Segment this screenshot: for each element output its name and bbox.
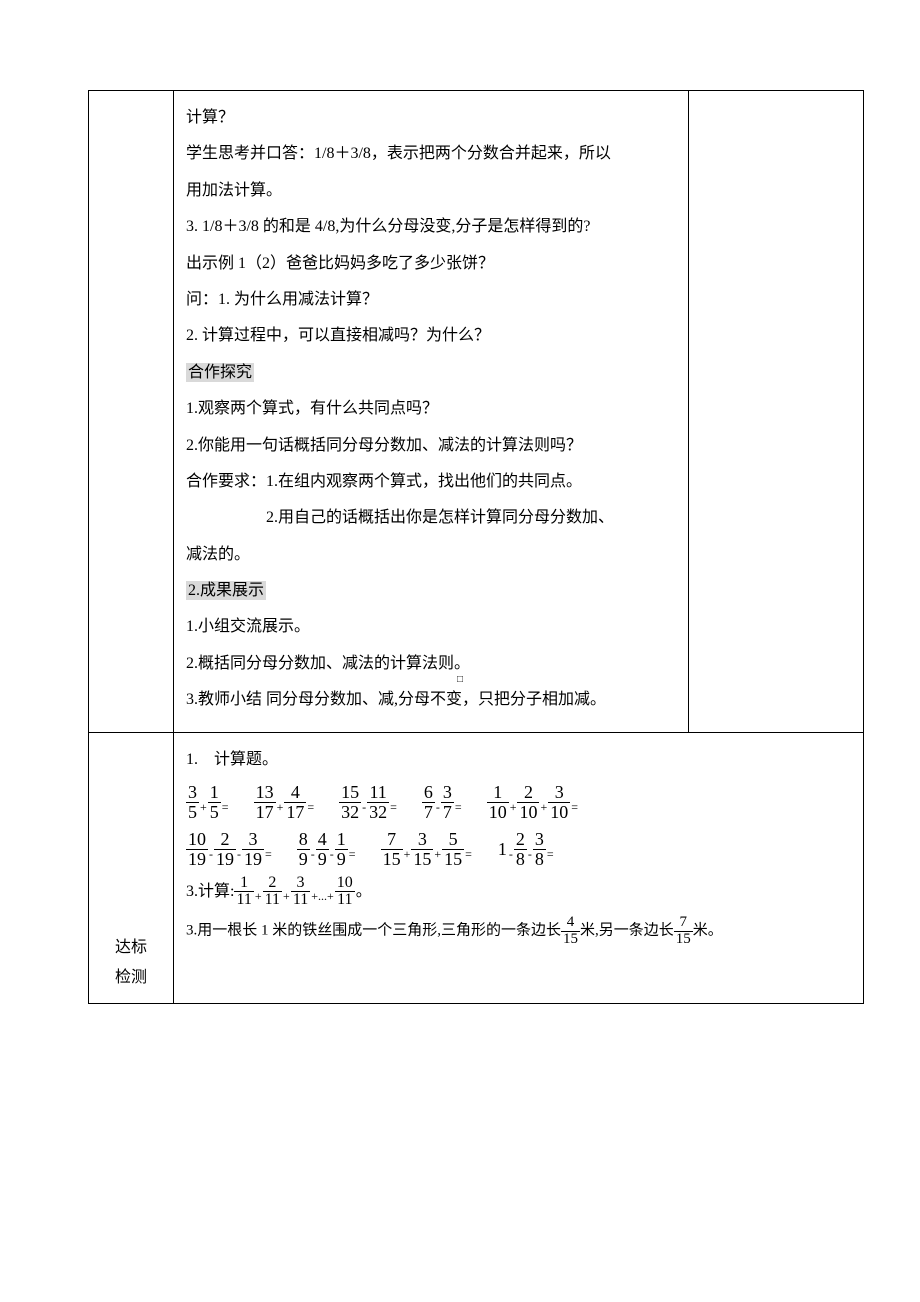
fraction: 19 [335, 830, 348, 869]
side-jiance: 检测 [101, 963, 161, 993]
fraction: 111 [234, 875, 253, 910]
operator: = [570, 800, 579, 814]
u-l16: 2.概括同分母分数加、减法的计算法则。 [186, 649, 676, 679]
fraction: 415 [561, 915, 580, 948]
lesson-table: 计算？ 学生思考并口答：1/8＋3/8，表示把两个分数合并起来，所以 用加法计算… [88, 90, 864, 1004]
expression: 1532-1132= [339, 783, 398, 822]
row2-left: 达标 检测 [89, 732, 174, 1004]
operator: + [282, 889, 291, 903]
fraction: 315 [411, 830, 433, 869]
q3b-mid: 米,另一条边长 [580, 923, 674, 939]
hl-chengguo: 2.成果展示 [186, 581, 266, 600]
fraction: 417 [284, 783, 306, 822]
expression: 35+15= [186, 783, 230, 822]
u-l13: 减法的。 [186, 540, 676, 570]
expression: 1019-219-319= [186, 830, 273, 869]
fraction: 89 [297, 830, 310, 869]
operator: = [389, 800, 398, 814]
u-l3: 用加法计算。 [186, 176, 676, 206]
fraction: 310 [548, 783, 570, 822]
fraction: 110 [487, 783, 509, 822]
q1-lead: 1. 计算题。 [186, 745, 851, 775]
fraction: 67 [422, 783, 435, 822]
q3b-post: 米。 [693, 923, 723, 939]
row1-right-empty [689, 91, 864, 733]
math-row-1: 35+15=1317+417=1532-1132=67-37=110+210+3… [186, 783, 851, 822]
row2-content: 1. 计算题。 35+15=1317+417=1532-1132=67-37=1… [174, 732, 864, 1004]
operator: = [264, 847, 273, 861]
fraction: 211 [263, 875, 282, 910]
side-dabiao: 达标 [101, 933, 161, 963]
fraction: 38 [533, 830, 546, 869]
operator: = [306, 800, 315, 814]
fraction: 37 [441, 783, 454, 822]
row1-mid: 计算？ 学生思考并口答：1/8＋3/8，表示把两个分数合并起来，所以 用加法计算… [174, 91, 689, 733]
operator: + [403, 847, 412, 861]
u-l6: 问：1. 为什么用减法计算？ [186, 285, 676, 315]
q3a-line: 3.计算:111+211+311+...+1011。 [186, 875, 851, 910]
operator: + [509, 800, 518, 814]
fraction: 210 [517, 783, 539, 822]
u-l7: 2. 计算过程中，可以直接相减吗？为什么？ [186, 321, 676, 351]
fraction: 715 [674, 915, 693, 948]
fraction: 311 [291, 875, 310, 910]
q3a-label: 3.计算: [186, 883, 234, 900]
operator: + [199, 800, 208, 814]
u-l8: 合作探究 [186, 358, 676, 388]
center-marker: □ [457, 670, 463, 689]
fraction: 319 [242, 830, 264, 869]
operator: 。 [355, 883, 373, 900]
u-l10: 2.你能用一句话概括同分母分数加、减法的计算法则吗？ [186, 431, 676, 461]
u-l12: 2.用自己的话概括出你是怎样计算同分母分数加、 [186, 503, 676, 533]
operator: = [546, 847, 555, 861]
operator: + [254, 889, 263, 903]
fraction: 1132 [367, 783, 389, 822]
math-row-2: 1019-219-319=89-49-19=715+315+515=1-28-3… [186, 830, 851, 869]
fraction: 49 [316, 830, 329, 869]
q3b-pre: 3.用一根长 1 米的铁丝围成一个三角形,三角形的一条边长 [186, 923, 561, 939]
fraction: 15 [208, 783, 221, 822]
fraction: 715 [381, 830, 403, 869]
q3b-line: 3.用一根长 1 米的铁丝围成一个三角形,三角形的一条边长415米,另一条边长7… [186, 915, 851, 948]
operator: = [221, 800, 230, 814]
u-l15: 1.小组交流展示。 [186, 612, 676, 642]
expression: 67-37= [422, 783, 463, 822]
operator: + [276, 800, 285, 814]
expression: 1-28-38= [497, 830, 555, 869]
u-l14: 2.成果展示 [186, 576, 676, 606]
fraction: 1019 [186, 830, 208, 869]
u-l11: 合作要求：1.在组内观察两个算式，找出他们的共同点。 [186, 467, 676, 497]
fraction: 1011 [335, 875, 355, 910]
u-l4: 3. 1/8＋3/8 的和是 4/8,为什么分母没变,分子是怎样得到的? [186, 212, 676, 242]
fraction: 1317 [254, 783, 276, 822]
u-l9: 1.观察两个算式，有什么共同点吗？ [186, 394, 676, 424]
fraction: 28 [514, 830, 527, 869]
operator: + [433, 847, 442, 861]
row1-left-empty [89, 91, 174, 733]
expression: 110+210+310= [487, 783, 579, 822]
u-l17: 3.教师小结 同分母分数加、减,分母不变，只把分子相加减。 [186, 685, 676, 715]
hl-hezuotanjiu: 合作探究 [186, 363, 254, 382]
operator: 1 [497, 839, 508, 859]
expression: 1317+417= [254, 783, 316, 822]
expression: 89-49-19= [297, 830, 357, 869]
operator: = [348, 847, 357, 861]
fraction: 35 [186, 783, 199, 822]
operator: = [454, 800, 463, 814]
operator: +...+ [310, 889, 335, 903]
fraction: 1532 [339, 783, 361, 822]
fraction: 219 [214, 830, 236, 869]
u-l2: 学生思考并口答：1/8＋3/8，表示把两个分数合并起来，所以 [186, 139, 676, 169]
u-l1: 计算？ [186, 103, 676, 133]
u-l5: 出示例 1（2）爸爸比妈妈多吃了多少张饼？ [186, 249, 676, 279]
fraction: 515 [442, 830, 464, 869]
operator: + [539, 800, 548, 814]
expression: 715+315+515= [381, 830, 473, 869]
operator: = [464, 847, 473, 861]
